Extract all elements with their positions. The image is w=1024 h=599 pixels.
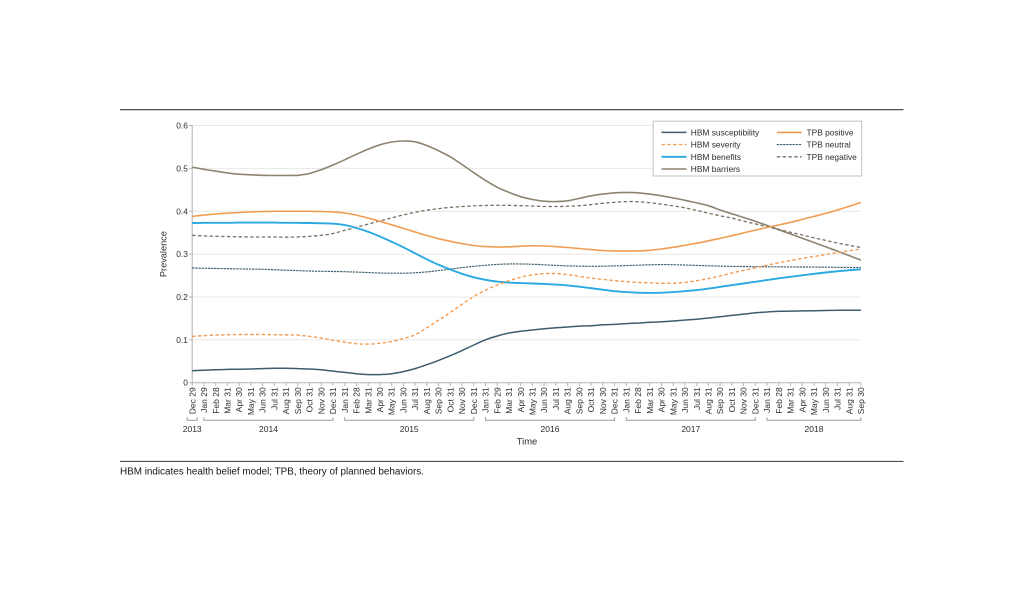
- svg-text:HBM barriers: HBM barriers: [691, 164, 740, 174]
- svg-text:Dec 29: Dec 29: [187, 387, 197, 414]
- svg-text:Dec 31: Dec 31: [610, 387, 620, 414]
- svg-text:Dec 31: Dec 31: [328, 387, 338, 414]
- svg-text:0.6: 0.6: [176, 121, 188, 131]
- svg-text:Sep 30: Sep 30: [293, 387, 303, 414]
- svg-text:Jul 31: Jul 31: [551, 387, 561, 410]
- svg-text:May 31: May 31: [668, 387, 678, 415]
- svg-text:Aug 31: Aug 31: [563, 387, 573, 414]
- svg-text:May 31: May 31: [387, 387, 397, 415]
- svg-text:Jan 31: Jan 31: [762, 387, 772, 413]
- svg-text:2013: 2013: [183, 424, 202, 434]
- svg-text:Nov 30: Nov 30: [598, 387, 608, 414]
- svg-text:Jun 30: Jun 30: [821, 387, 831, 413]
- svg-text:Aug 31: Aug 31: [704, 387, 714, 414]
- svg-text:2016: 2016: [541, 424, 560, 434]
- svg-text:Feb 28: Feb 28: [211, 387, 221, 414]
- svg-text:Apr 30: Apr 30: [375, 387, 385, 412]
- svg-text:0.4: 0.4: [176, 206, 188, 216]
- svg-text:Feb 28: Feb 28: [633, 387, 643, 414]
- svg-text:TPB positive: TPB positive: [807, 127, 854, 137]
- svg-text:Jan 31: Jan 31: [621, 387, 631, 413]
- svg-text:Apr 30: Apr 30: [797, 387, 807, 412]
- svg-text:0.1: 0.1: [176, 335, 188, 345]
- svg-text:Oct 31: Oct 31: [727, 387, 737, 412]
- svg-text:HBM severity: HBM severity: [691, 140, 742, 150]
- svg-text:Aug 31: Aug 31: [422, 387, 432, 414]
- svg-text:Mar 31: Mar 31: [363, 387, 373, 414]
- svg-text:0.5: 0.5: [176, 163, 188, 173]
- svg-text:HBM benefits: HBM benefits: [691, 152, 741, 162]
- svg-text:2015: 2015: [400, 424, 419, 434]
- svg-text:Mar 31: Mar 31: [504, 387, 514, 414]
- svg-text:TPB neutral: TPB neutral: [807, 140, 851, 150]
- svg-text:Feb 29: Feb 29: [492, 387, 502, 414]
- svg-text:May 31: May 31: [528, 387, 538, 415]
- svg-text:Jul 31: Jul 31: [833, 387, 843, 410]
- svg-text:Aug 31: Aug 31: [844, 387, 854, 414]
- svg-text:Oct 31: Oct 31: [445, 387, 455, 412]
- svg-text:Oct 31: Oct 31: [586, 387, 596, 412]
- svg-text:Sep 30: Sep 30: [715, 387, 725, 414]
- svg-text:Nov 30: Nov 30: [739, 387, 749, 414]
- svg-text:Mar 31: Mar 31: [786, 387, 796, 414]
- svg-text:Jul 31: Jul 31: [269, 387, 279, 410]
- svg-text:Sep 30: Sep 30: [434, 387, 444, 414]
- svg-text:2017: 2017: [681, 424, 700, 434]
- svg-text:Jun 30: Jun 30: [539, 387, 549, 413]
- svg-text:Feb 28: Feb 28: [774, 387, 784, 414]
- svg-text:0.3: 0.3: [176, 249, 188, 259]
- svg-text:Jun 30: Jun 30: [258, 387, 268, 413]
- svg-text:Time: Time: [517, 436, 537, 447]
- svg-text:Nov 30: Nov 30: [457, 387, 467, 414]
- svg-text:Apr 30: Apr 30: [234, 387, 244, 412]
- svg-text:2014: 2014: [259, 424, 278, 434]
- svg-text:May 31: May 31: [246, 387, 256, 415]
- svg-text:Jan 31: Jan 31: [481, 387, 491, 413]
- svg-text:Oct 31: Oct 31: [305, 387, 315, 412]
- svg-text:Dec 31: Dec 31: [750, 387, 760, 414]
- svg-text:Jun 30: Jun 30: [680, 387, 690, 413]
- svg-text:Apr 30: Apr 30: [657, 387, 667, 412]
- svg-text:Dec 31: Dec 31: [469, 387, 479, 414]
- svg-text:Jul 31: Jul 31: [410, 387, 420, 410]
- svg-text:Jan 31: Jan 31: [340, 387, 350, 413]
- svg-text:Apr 30: Apr 30: [516, 387, 526, 412]
- svg-text:Aug 31: Aug 31: [281, 387, 291, 414]
- svg-text:HBM indicates health belief mo: HBM indicates health belief model; TPB, …: [120, 467, 424, 478]
- svg-text:HBM susceptibility: HBM susceptibility: [691, 127, 760, 137]
- svg-text:TPB negative: TPB negative: [807, 152, 858, 162]
- svg-text:Prevalence: Prevalence: [159, 231, 169, 277]
- svg-text:Sep 30: Sep 30: [856, 387, 866, 414]
- svg-text:Mar 31: Mar 31: [223, 387, 233, 414]
- svg-text:0: 0: [183, 378, 188, 388]
- svg-text:Mar 31: Mar 31: [645, 387, 655, 414]
- svg-text:Jan 29: Jan 29: [199, 387, 209, 413]
- svg-text:Sep 30: Sep 30: [574, 387, 584, 414]
- svg-text:Nov 30: Nov 30: [316, 387, 326, 414]
- svg-text:Jun 30: Jun 30: [399, 387, 409, 413]
- svg-text:2018: 2018: [805, 424, 824, 434]
- svg-text:Feb 28: Feb 28: [352, 387, 362, 414]
- svg-text:Jul 31: Jul 31: [692, 387, 702, 410]
- svg-text:0.2: 0.2: [176, 292, 188, 302]
- svg-text:May 31: May 31: [809, 387, 819, 415]
